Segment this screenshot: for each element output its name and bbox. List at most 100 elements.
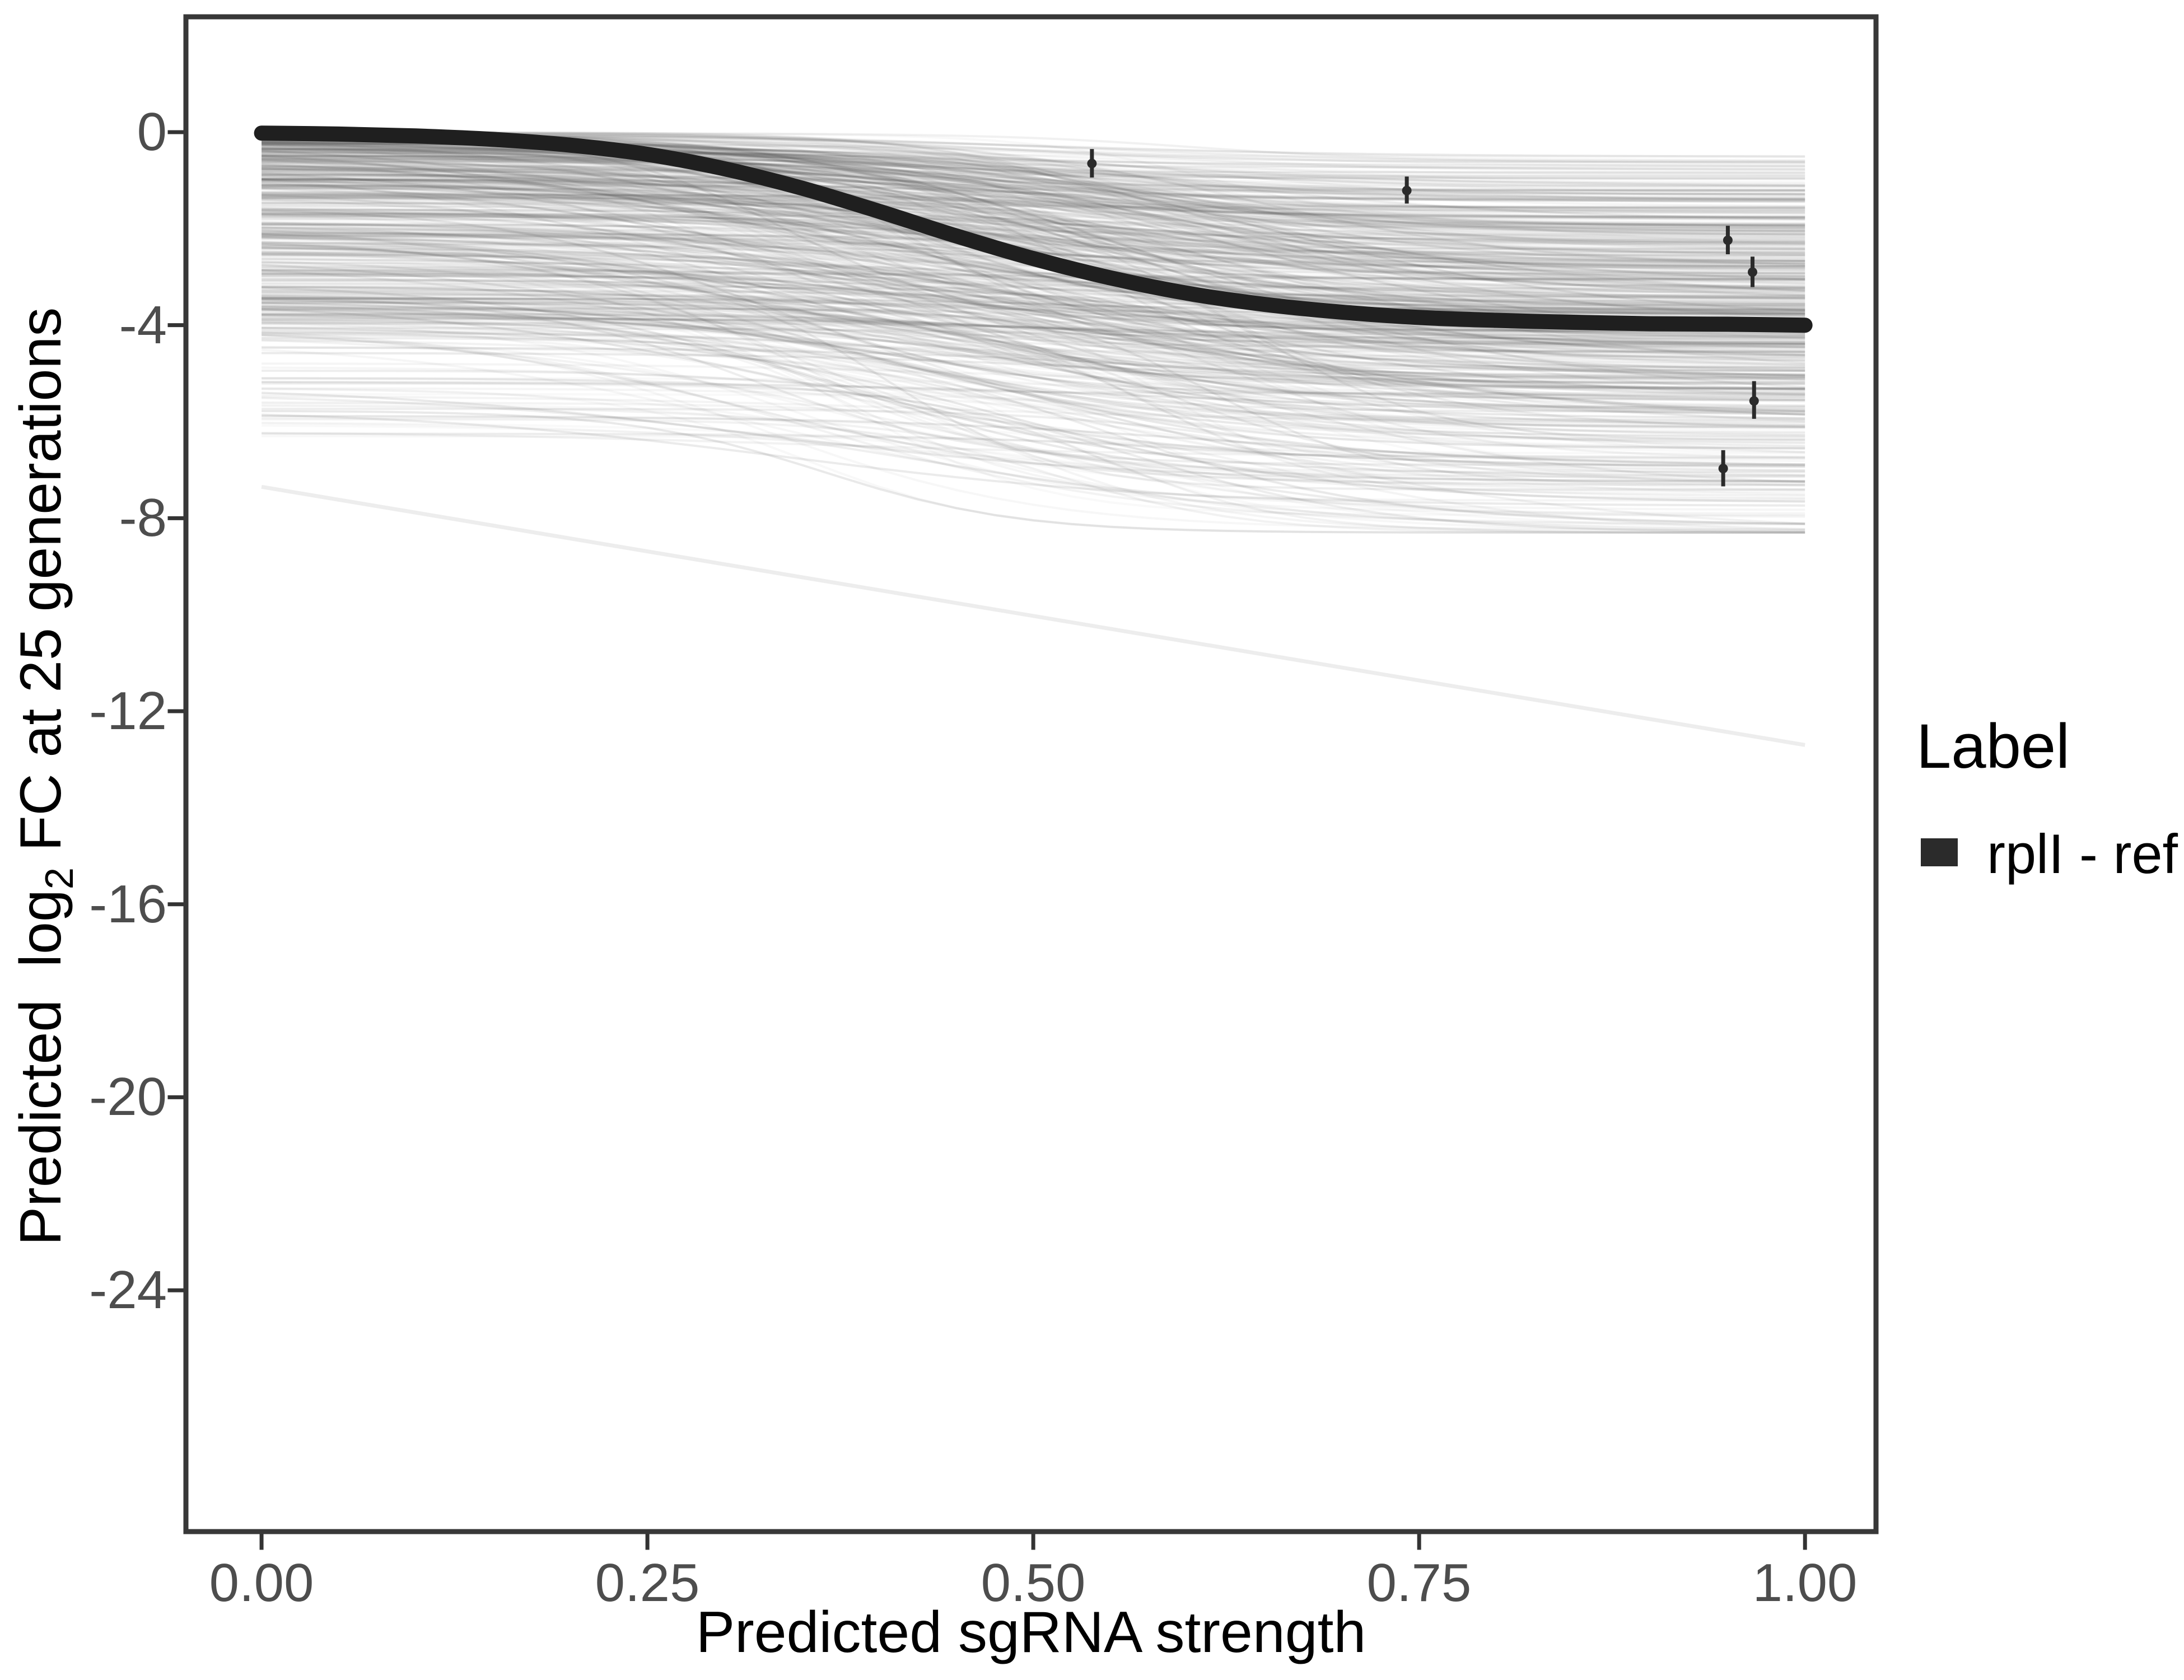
ensemble-curve — [262, 157, 1805, 192]
ensemble-curve — [262, 301, 1805, 336]
ensemble-curve — [262, 271, 1805, 310]
ensemble-curve — [262, 162, 1805, 192]
ensemble-curve — [262, 147, 1805, 213]
y-tick-label: 0 — [137, 102, 167, 162]
x-tick-label: 0.00 — [209, 1553, 314, 1613]
ensemble-curve — [262, 381, 1805, 416]
ensemble-curve — [262, 240, 1805, 384]
ensemble-curve — [262, 190, 1805, 299]
ensemble-curve — [262, 173, 1805, 202]
ensemble-curve — [262, 232, 1805, 413]
x-tick-label: 1.00 — [1752, 1553, 1858, 1613]
ensemble-curve — [262, 161, 1805, 221]
ensemble-curve — [262, 306, 1805, 368]
panel-border — [183, 14, 1879, 1534]
ensemble-curve — [262, 157, 1805, 353]
ensemble-curve — [262, 202, 1805, 269]
ensemble-curve — [262, 241, 1805, 290]
ensemble-curve — [261, 264, 1805, 444]
ensemble-curve — [262, 422, 1805, 492]
ensemble-curve — [262, 178, 1805, 291]
ensemble-curve — [262, 161, 1805, 195]
y-tick-label: -20 — [89, 1067, 167, 1127]
ensemble-curve — [262, 307, 1805, 332]
ensemble-curve — [262, 233, 1805, 344]
ensemble-curve — [262, 174, 1805, 256]
ensemble-curve — [262, 333, 1805, 531]
ensemble-curve — [262, 147, 1805, 202]
ensemble-curve — [262, 208, 1805, 300]
data-point — [1087, 158, 1097, 169]
ensemble-curve — [262, 264, 1805, 333]
ensemble-curve — [262, 138, 1805, 264]
ensemble-curve — [262, 149, 1805, 297]
ensemble-curve — [262, 322, 1805, 483]
ensemble-curve — [262, 413, 1805, 507]
ensemble-curve — [262, 148, 1805, 174]
ensemble-curve — [262, 232, 1805, 312]
ensemble-curve — [262, 212, 1805, 254]
ensemble-curve — [262, 148, 1805, 185]
ensemble-curve — [262, 269, 1805, 345]
ensemble-curve — [262, 168, 1805, 262]
ensemble-curve — [262, 168, 1805, 231]
ensemble-curve — [262, 320, 1805, 496]
y-axis-title-subscript: 2 — [36, 867, 81, 890]
ensemble-curve — [262, 194, 1805, 290]
ensemble-curve — [262, 162, 1805, 290]
ensemble-curve — [262, 306, 1805, 477]
ensemble-curve — [262, 258, 1805, 281]
ensemble-curve — [262, 273, 1805, 384]
ensemble-curve — [262, 272, 1805, 398]
data-point — [1748, 267, 1758, 277]
ensemble-curve — [262, 298, 1805, 466]
ensemble-curve — [261, 178, 1805, 372]
ensemble-curve — [262, 207, 1805, 367]
ensemble-curve — [262, 251, 1805, 310]
ensemble-curve — [262, 260, 1805, 437]
ensemble-curve — [262, 158, 1805, 242]
ensemble-curve — [262, 131, 1805, 230]
ensemble-curve — [262, 198, 1805, 346]
ensemble-curve — [262, 155, 1805, 200]
ensemble-curve — [262, 414, 1805, 466]
ensemble-curve — [262, 153, 1805, 294]
ensemble-curve — [261, 236, 1805, 377]
ensemble-curve — [262, 150, 1805, 203]
ensemble-curve — [262, 254, 1805, 311]
ensemble-curve — [262, 309, 1805, 390]
ensemble-curve — [262, 147, 1805, 228]
ensemble-curve — [261, 269, 1805, 401]
ensemble-curve — [262, 237, 1805, 312]
ensemble-curve — [262, 321, 1805, 346]
ensemble-curve — [262, 418, 1805, 534]
ensemble-curve — [262, 241, 1805, 422]
ensemble-curve — [262, 301, 1805, 427]
ensemble-curve — [262, 226, 1805, 412]
ensemble-curve — [262, 144, 1805, 292]
ensemble-curve — [262, 209, 1805, 300]
ensemble-curve — [261, 150, 1805, 337]
ensemble-curve — [262, 160, 1805, 200]
ensemble-curve — [262, 147, 1805, 315]
ensemble-curve — [262, 179, 1805, 292]
ensemble-curve — [261, 307, 1805, 468]
ensemble-curve — [262, 146, 1805, 196]
ensemble-curve — [262, 231, 1805, 318]
x-axis-title: Predicted sgRNA strength — [696, 1600, 1366, 1665]
ensemble-curve — [262, 291, 1805, 393]
ensemble-curve — [262, 150, 1805, 285]
ensemble-curve — [262, 323, 1805, 534]
ensemble-curve — [262, 175, 1805, 372]
ensemble-curve — [262, 152, 1805, 227]
ensemble-curve — [262, 242, 1805, 279]
ensemble-curve — [262, 306, 1805, 353]
ensemble-curve — [262, 229, 1805, 256]
ensemble-curve — [262, 297, 1805, 437]
ensemble-curve — [262, 164, 1805, 371]
ensemble-curve — [262, 299, 1805, 438]
ensemble-curve — [262, 294, 1805, 390]
ensemble-curve — [262, 181, 1805, 235]
ensemble-curve — [262, 184, 1805, 353]
ensemble-curve — [262, 327, 1805, 450]
